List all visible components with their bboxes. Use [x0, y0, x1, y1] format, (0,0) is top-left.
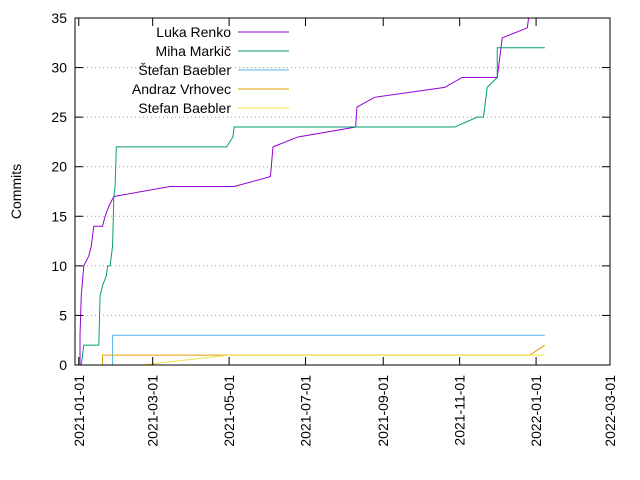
axis-ticks: 0 5 10 15 20 25 30 35 2021-01-01 2021-03-01 2021-0…: [51, 10, 618, 447]
legend-label: Štefan Baebler: [138, 62, 231, 78]
y-tick-label: 25: [51, 109, 67, 125]
y-tick-label: 20: [51, 159, 67, 175]
y-tick-label: 5: [59, 307, 67, 323]
series-line: [79, 17, 530, 365]
x-tick-label: 2021-09-01: [375, 375, 391, 447]
series-line: [80, 47, 545, 366]
y-tick-label: 35: [51, 10, 67, 26]
y-tick-label: 10: [51, 258, 67, 274]
plot-frame: [74, 17, 611, 366]
x-tick-label: 2022-01-01: [528, 375, 544, 447]
x-tick-label: 2021-11-01: [452, 375, 468, 446]
x-tick-label: 2022-03-01: [602, 375, 618, 447]
legend-label: Luka Renko: [156, 24, 231, 40]
x-tick-label: 2021-07-01: [298, 375, 314, 447]
legend: Luka Renko Miha Markič Štefan Baebler Andra…: [132, 24, 289, 116]
y-tick-label: 30: [51, 60, 67, 76]
legend-label: Miha Markič: [156, 43, 231, 59]
x-tick-label: 2021-05-01: [221, 375, 237, 447]
legend-label: Andraz Vrhovec: [132, 81, 231, 97]
y-axis-label: Commits: [8, 164, 24, 219]
legend-label: Stefan Baebler: [138, 100, 231, 116]
x-tick-label: 2021-03-01: [145, 375, 161, 447]
series-line: [141, 354, 545, 366]
y-tick-label: 0: [59, 357, 67, 373]
y-tick-label: 15: [51, 208, 67, 224]
x-tick-label: 2021-01-01: [71, 375, 87, 447]
plot-border: [74, 17, 611, 366]
series-lines: [79, 17, 546, 366]
